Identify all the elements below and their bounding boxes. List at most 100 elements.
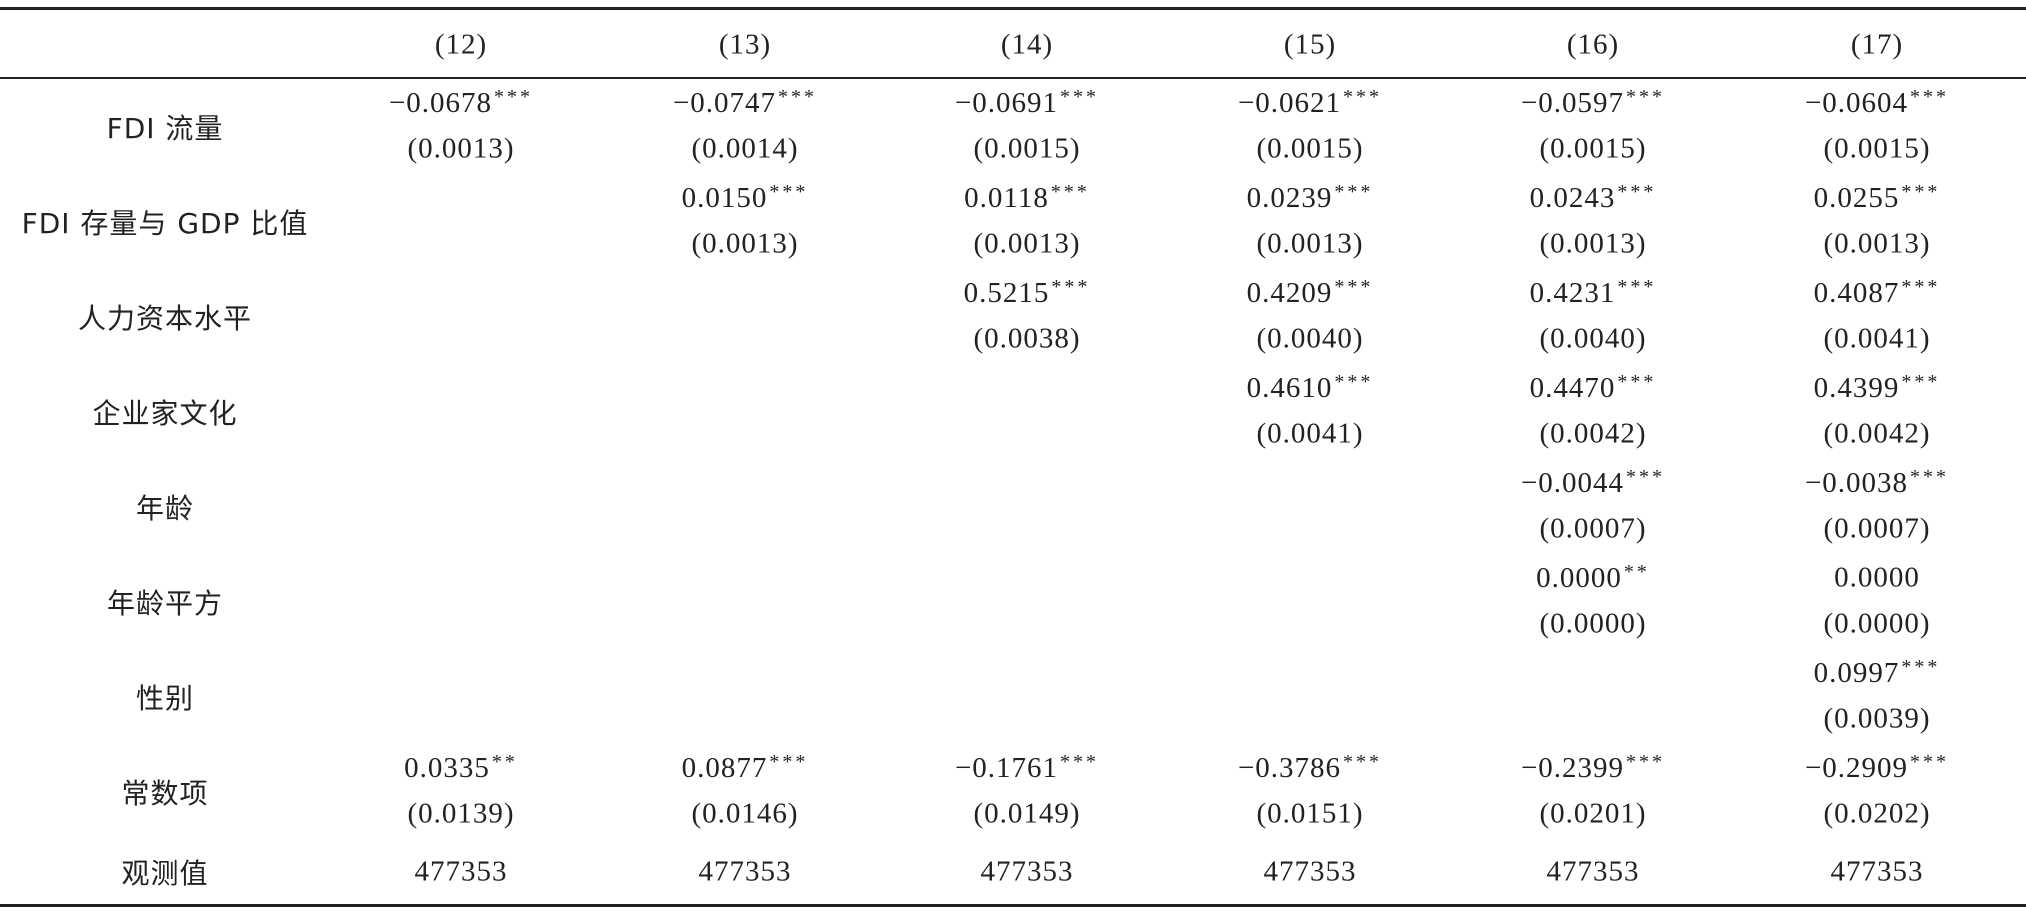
coefficient-value: −0.0621 [1237, 87, 1342, 119]
row-label: 企业家文化 [92, 397, 238, 430]
significance-stars: *** [1617, 371, 1657, 393]
standard-error: (0.0015) [1823, 132, 1931, 165]
significance-stars: *** [1617, 276, 1657, 298]
coefficient: −0.0678 *** [389, 86, 533, 120]
significance-stars: *** [1334, 181, 1374, 203]
row-label: FDI 存量与 GDP 比值 [21, 207, 309, 240]
coefficient-value: 0.0118 [964, 182, 1049, 214]
coefficient: 0.0000 [1834, 562, 1920, 595]
standard-error: (0.0014) [691, 132, 799, 165]
coefficient-value: 0.0000 [1834, 561, 1920, 594]
coefficient-value: −0.0678 [388, 87, 493, 119]
coefficient: 0.4399 *** [1814, 371, 1941, 405]
coefficient-value: −0.1761 [954, 752, 1059, 784]
standard-error: (0.0042) [1539, 417, 1647, 450]
coefficient: −0.0038 *** [1805, 466, 1949, 500]
row-label: 观测值 [121, 857, 209, 890]
row-label: 年龄 [135, 492, 195, 525]
coefficient: 0.0877 *** [682, 751, 809, 785]
significance-stars: *** [1901, 656, 1941, 678]
coefficient: −0.0691 *** [955, 86, 1099, 120]
coefficient: −0.2399 *** [1521, 751, 1665, 785]
significance-stars: *** [1901, 371, 1941, 393]
coefficient: 0.0000 ** [1536, 561, 1650, 595]
coefficient: −0.0747 *** [673, 86, 817, 120]
significance-stars: *** [769, 751, 809, 773]
standard-error: (0.0015) [1256, 132, 1364, 165]
standard-error: (0.0013) [1539, 227, 1647, 260]
coefficient-value: 0.0335 [404, 752, 490, 784]
coefficient-value: −0.0044 [1520, 467, 1625, 499]
significance-stars: *** [1334, 276, 1374, 298]
significance-stars: *** [1626, 466, 1666, 488]
standard-error: (0.0202) [1823, 797, 1931, 830]
significance-stars: *** [1910, 751, 1950, 773]
standard-error: (0.0000) [1539, 607, 1647, 640]
significance-stars: *** [1060, 86, 1100, 108]
column-header: (14) [1000, 28, 1054, 61]
coefficient: −0.0604 *** [1805, 86, 1949, 120]
coefficient-value: 0.0997 [1813, 657, 1900, 689]
standard-error: (0.0038) [973, 322, 1081, 355]
coefficient-value: 0.0150 [681, 182, 768, 214]
standard-error: (0.0015) [1539, 132, 1647, 165]
row-label: 常数项 [121, 777, 209, 810]
standard-error: (0.0013) [407, 132, 515, 165]
observation-count: 477353 [980, 855, 1074, 888]
standard-error: (0.0039) [1823, 702, 1931, 735]
standard-error: (0.0149) [973, 797, 1081, 830]
standard-error: (0.0139) [407, 797, 515, 830]
standard-error: (0.0146) [691, 797, 799, 830]
row-label: 人力资本水平 [77, 302, 253, 335]
coefficient-value: −0.2399 [1520, 752, 1625, 784]
significance-stars: *** [1051, 276, 1091, 298]
coefficient-value: 0.4610 [1246, 372, 1333, 404]
column-header: (16) [1566, 28, 1620, 61]
coefficient-value: 0.0000 [1536, 562, 1622, 594]
observation-count: 477353 [698, 855, 792, 888]
coefficient-value: 0.4087 [1813, 277, 1900, 309]
coefficient: 0.0118 *** [964, 181, 1090, 215]
standard-error: (0.0040) [1256, 322, 1364, 355]
observation-count: 477353 [414, 855, 508, 888]
standard-error: (0.0013) [973, 227, 1081, 260]
standard-error: (0.0041) [1256, 417, 1364, 450]
significance-stars: *** [1910, 86, 1950, 108]
significance-stars: *** [1901, 181, 1941, 203]
coefficient: −0.3786 *** [1238, 751, 1382, 785]
significance-stars: *** [1060, 751, 1100, 773]
coefficient-value: 0.5215 [963, 277, 1050, 309]
header-rule [0, 77, 2026, 79]
coefficient-value: 0.4470 [1529, 372, 1616, 404]
standard-error: (0.0013) [1823, 227, 1931, 260]
coefficient-value: 0.0255 [1813, 182, 1900, 214]
coefficient: 0.0255 *** [1814, 181, 1941, 215]
coefficient: −0.1761 *** [955, 751, 1099, 785]
coefficient-value: −0.0597 [1520, 87, 1625, 119]
column-header: (13) [718, 28, 772, 61]
standard-error: (0.0007) [1823, 512, 1931, 545]
coefficient: 0.0997 *** [1814, 656, 1941, 690]
coefficient: −0.0597 *** [1521, 86, 1665, 120]
coefficient: 0.4087 *** [1814, 276, 1941, 310]
standard-error: (0.0013) [1256, 227, 1364, 260]
row-label: FDI 流量 [106, 112, 224, 145]
top-rule [0, 7, 2026, 10]
coefficient-value: −0.0747 [672, 87, 777, 119]
coefficient-value: 0.0239 [1246, 182, 1333, 214]
column-header: (15) [1283, 28, 1337, 61]
standard-error: (0.0151) [1256, 797, 1364, 830]
significance-stars: *** [1343, 751, 1383, 773]
coefficient-value: 0.0877 [681, 752, 768, 784]
standard-error: (0.0042) [1823, 417, 1931, 450]
coefficient-value: −0.0691 [954, 87, 1059, 119]
significance-stars: *** [1626, 751, 1666, 773]
column-header: (17) [1850, 28, 1904, 61]
significance-stars: *** [778, 86, 818, 108]
observation-count: 477353 [1830, 855, 1924, 888]
significance-stars: *** [1050, 181, 1090, 203]
significance-stars: ** [491, 751, 518, 773]
column-header: (12) [434, 28, 488, 61]
coefficient-value: −0.2909 [1804, 752, 1909, 784]
